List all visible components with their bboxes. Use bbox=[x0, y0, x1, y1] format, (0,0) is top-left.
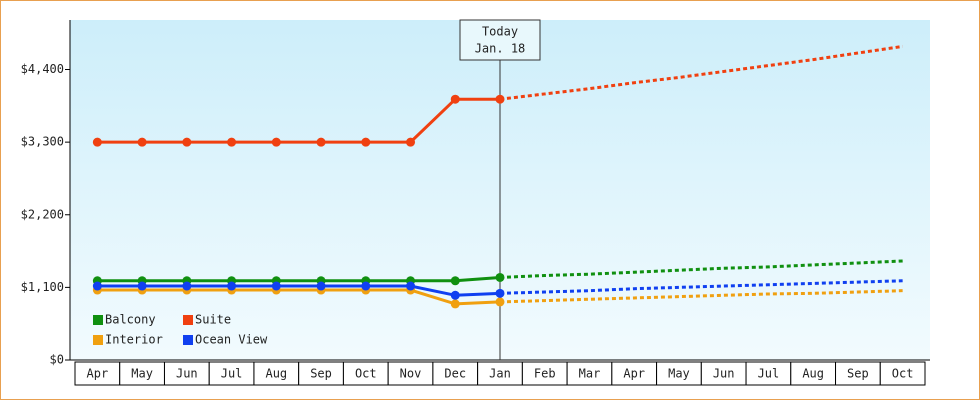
point bbox=[271, 137, 281, 147]
legend-label: Interior bbox=[105, 333, 163, 347]
point bbox=[495, 297, 505, 307]
today-box bbox=[459, 19, 541, 61]
point bbox=[182, 281, 192, 291]
y-tick-label: $2,200 bbox=[21, 207, 64, 221]
point bbox=[227, 281, 237, 291]
legend-swatch bbox=[93, 315, 103, 325]
x-tick-label: Oct bbox=[892, 367, 914, 381]
x-tick-label: Nov bbox=[400, 367, 422, 381]
today-label: Jan. 18 bbox=[475, 42, 526, 56]
x-tick-label: Aug bbox=[265, 367, 287, 381]
x-tick-label: Jul bbox=[758, 367, 780, 381]
point bbox=[406, 137, 416, 147]
point bbox=[495, 272, 505, 282]
y-tick-label: $4,400 bbox=[21, 62, 64, 76]
x-tick-label: Feb bbox=[534, 367, 556, 381]
point bbox=[450, 290, 460, 300]
x-tick-label: Oct bbox=[355, 367, 377, 381]
legend-swatch bbox=[183, 335, 193, 345]
forecast-line bbox=[499, 44, 903, 101]
legend-swatch bbox=[93, 335, 103, 345]
legend-label: Suite bbox=[195, 313, 231, 327]
legend-label: Balcony bbox=[105, 313, 156, 327]
point bbox=[182, 137, 192, 147]
x-category-cell bbox=[879, 361, 926, 386]
legend-swatch bbox=[183, 315, 193, 325]
point bbox=[406, 281, 416, 291]
point bbox=[450, 276, 460, 286]
point bbox=[137, 281, 147, 291]
series-line bbox=[97, 284, 501, 297]
x-tick-label: May bbox=[131, 367, 153, 381]
x-tick-label: Jun bbox=[176, 367, 198, 381]
x-tick-label: Jan bbox=[489, 367, 511, 381]
today-label: Today bbox=[482, 25, 518, 39]
point bbox=[137, 137, 147, 147]
point bbox=[92, 137, 102, 147]
point bbox=[495, 94, 505, 104]
point bbox=[227, 137, 237, 147]
point bbox=[92, 281, 102, 291]
x-tick-label: Sep bbox=[847, 367, 869, 381]
point bbox=[361, 281, 371, 291]
point bbox=[450, 299, 460, 309]
series-line bbox=[97, 288, 501, 306]
x-tick-label: Jul bbox=[221, 367, 243, 381]
x-tick-label: Dec bbox=[444, 367, 466, 381]
point bbox=[316, 281, 326, 291]
series-line bbox=[97, 97, 500, 144]
x-tick-label: Sep bbox=[310, 367, 332, 381]
legend-label: Ocean View bbox=[195, 333, 268, 347]
x-tick-label: May bbox=[668, 367, 690, 381]
y-tick-label: $1,100 bbox=[21, 280, 64, 294]
point bbox=[495, 288, 505, 298]
x-tick-label: Mar bbox=[579, 367, 601, 381]
x-tick-label: Jun bbox=[713, 367, 735, 381]
point bbox=[361, 137, 371, 147]
series-line bbox=[97, 275, 501, 283]
y-tick-label: $0 bbox=[50, 353, 64, 367]
x-tick-label: Aug bbox=[802, 367, 824, 381]
y-tick-label: $3,300 bbox=[21, 135, 64, 149]
point bbox=[271, 281, 281, 291]
point bbox=[450, 94, 460, 104]
x-tick-label: Apr bbox=[87, 367, 109, 381]
point bbox=[316, 137, 326, 147]
x-tick-label: Apr bbox=[623, 367, 645, 381]
